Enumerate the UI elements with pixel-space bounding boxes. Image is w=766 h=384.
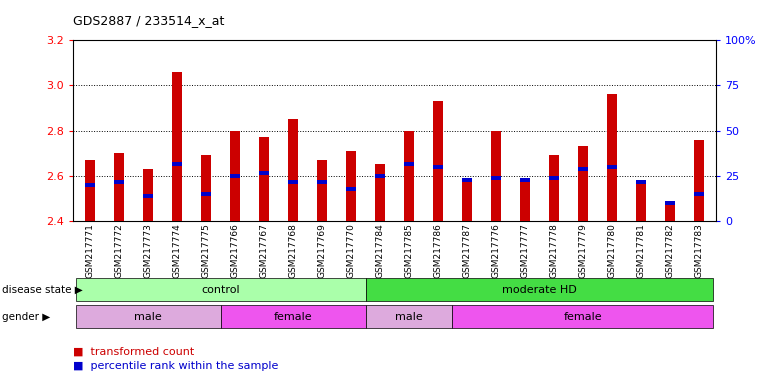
Bar <box>259 171 269 175</box>
Bar <box>548 156 559 221</box>
Bar <box>665 205 675 221</box>
Bar <box>346 151 356 221</box>
Bar <box>453 305 713 328</box>
Bar <box>288 180 298 184</box>
Bar <box>607 165 617 169</box>
Bar <box>143 169 153 221</box>
Bar <box>365 278 713 301</box>
Bar <box>143 194 153 198</box>
Bar <box>201 156 211 221</box>
Bar <box>491 176 501 180</box>
Text: female: female <box>273 312 313 322</box>
Bar <box>578 146 588 221</box>
Text: male: male <box>395 312 423 322</box>
Text: ■  transformed count: ■ transformed count <box>73 346 194 356</box>
Bar <box>578 167 588 171</box>
Bar <box>636 180 646 221</box>
Bar <box>85 183 95 187</box>
Bar <box>520 178 530 221</box>
Bar <box>172 72 182 221</box>
Bar <box>76 278 365 301</box>
Text: ■  percentile rank within the sample: ■ percentile rank within the sample <box>73 361 278 371</box>
Bar <box>346 187 356 191</box>
Text: disease state ▶: disease state ▶ <box>2 285 82 295</box>
Bar <box>694 140 704 221</box>
Bar <box>694 192 704 196</box>
Text: moderate HD: moderate HD <box>502 285 577 295</box>
Bar <box>636 180 646 184</box>
Bar <box>114 153 124 221</box>
Text: female: female <box>564 312 602 322</box>
Bar <box>404 131 414 221</box>
Bar <box>462 178 472 221</box>
Bar <box>375 164 385 221</box>
Bar <box>491 131 501 221</box>
Bar <box>365 305 453 328</box>
Bar <box>548 176 559 180</box>
Bar <box>520 178 530 182</box>
Text: gender ▶: gender ▶ <box>2 312 50 322</box>
Bar <box>375 174 385 178</box>
Bar <box>221 305 365 328</box>
Bar <box>259 137 269 221</box>
Bar <box>665 201 675 205</box>
Bar <box>607 94 617 221</box>
Bar <box>114 180 124 184</box>
Bar <box>404 162 414 166</box>
Bar <box>201 192 211 196</box>
Text: control: control <box>201 285 240 295</box>
Bar <box>85 160 95 221</box>
Bar <box>317 180 327 184</box>
Bar <box>76 305 221 328</box>
Bar <box>317 160 327 221</box>
Bar <box>288 119 298 221</box>
Bar <box>230 174 241 178</box>
Bar <box>462 178 472 182</box>
Bar <box>230 131 241 221</box>
Text: male: male <box>134 312 162 322</box>
Bar <box>172 162 182 166</box>
Text: GDS2887 / 233514_x_at: GDS2887 / 233514_x_at <box>73 14 224 27</box>
Bar <box>433 101 443 221</box>
Bar <box>433 165 443 169</box>
